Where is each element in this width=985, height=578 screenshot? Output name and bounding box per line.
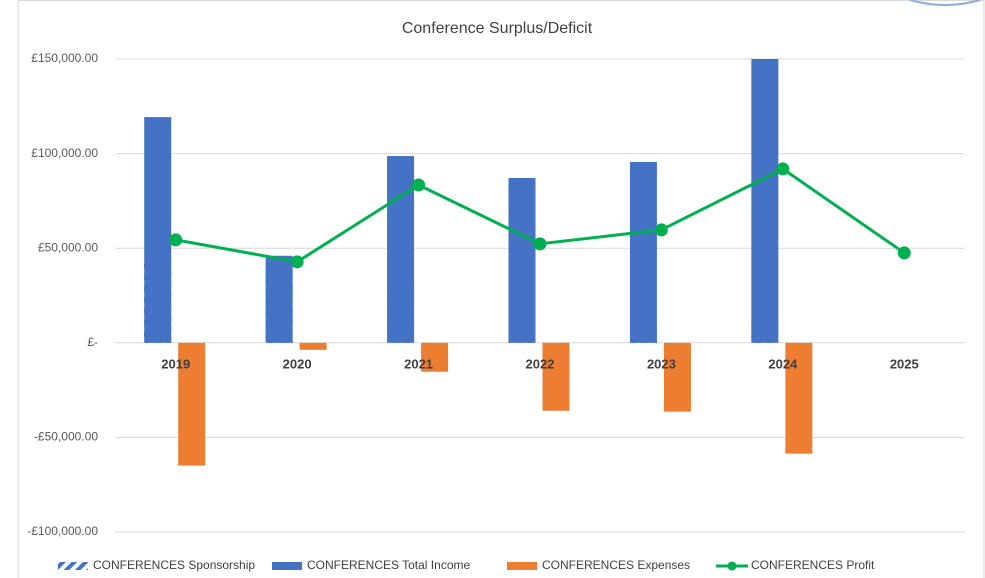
bar bbox=[265, 255, 293, 343]
profit-point bbox=[169, 233, 183, 247]
x-tick-label: 2023 bbox=[647, 356, 676, 371]
y-tick-label: £150,000.00 bbox=[31, 51, 98, 65]
x-tick-label: 2019 bbox=[161, 356, 190, 371]
bar bbox=[144, 117, 172, 343]
bar bbox=[178, 342, 206, 466]
bar bbox=[663, 342, 691, 412]
y-tick-label: £- bbox=[87, 335, 98, 349]
legend-label: CONFERENCES Total Income bbox=[307, 558, 470, 572]
x-tick-label: 2022 bbox=[526, 356, 555, 371]
profit-point bbox=[897, 246, 911, 260]
legend-label: CONFERENCES Profit bbox=[751, 558, 875, 572]
profit-point bbox=[776, 162, 790, 176]
x-tick-label: 2021 bbox=[404, 356, 433, 371]
x-tick-label: 2024 bbox=[768, 356, 798, 371]
legend-swatch bbox=[272, 562, 302, 570]
bar bbox=[508, 178, 536, 343]
profit-point bbox=[654, 223, 668, 237]
profit-point bbox=[290, 255, 304, 269]
legend-swatch bbox=[507, 562, 537, 570]
x-tick-label: 2025 bbox=[890, 356, 919, 371]
bar bbox=[785, 342, 813, 454]
chart-frame bbox=[17, 0, 985, 578]
bar bbox=[751, 59, 779, 343]
legend-label: CONFERENCES Expenses bbox=[542, 558, 690, 572]
profit-point bbox=[412, 178, 426, 192]
corner-arc bbox=[909, 0, 981, 6]
y-tick-label: £100,000.00 bbox=[31, 146, 98, 160]
legend-label: CONFERENCES Sponsorship bbox=[93, 558, 255, 572]
y-tick-label: -£50,000.00 bbox=[34, 430, 98, 444]
y-tick-label: £50,000.00 bbox=[38, 240, 98, 254]
bar bbox=[421, 342, 449, 372]
bar bbox=[542, 342, 570, 411]
bar bbox=[387, 156, 415, 343]
legend-swatch bbox=[58, 562, 88, 570]
legend-dot bbox=[727, 561, 737, 571]
profit-point bbox=[533, 237, 547, 251]
bar bbox=[629, 161, 657, 343]
chart-title: Conference Surplus/Deficit bbox=[402, 20, 593, 37]
bar bbox=[299, 342, 327, 350]
y-tick-label: -£100,000.00 bbox=[27, 524, 98, 538]
x-tick-label: 2020 bbox=[283, 356, 312, 371]
